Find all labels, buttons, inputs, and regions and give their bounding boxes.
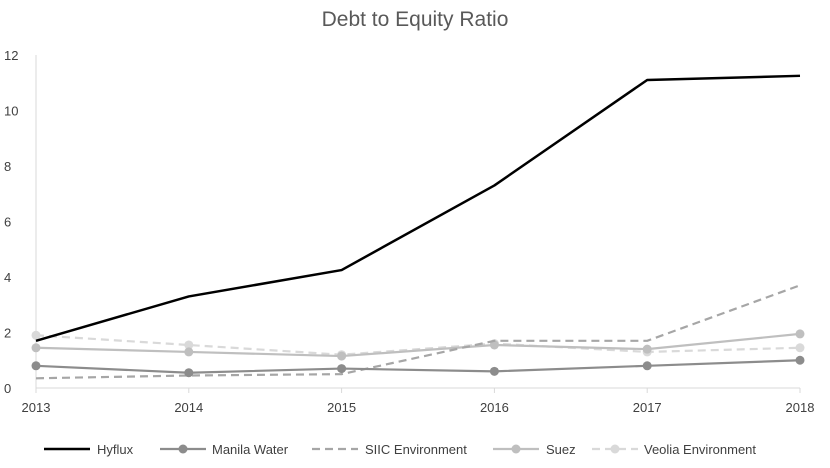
x-tick-label: 2017	[633, 400, 662, 415]
y-tick-label: 4	[4, 270, 11, 285]
legend-item: SIIC Environment	[312, 442, 467, 457]
series-manila-water	[31, 355, 805, 378]
y-tick-label: 2	[4, 326, 11, 341]
data-point	[642, 344, 652, 354]
legend-marker	[610, 444, 620, 454]
data-point	[31, 343, 41, 353]
legend-marker	[511, 444, 521, 454]
legend-label: Manila Water	[212, 442, 289, 457]
x-tick-label: 2013	[22, 400, 51, 415]
series-layer	[31, 74, 805, 380]
y-tick-label: 6	[4, 215, 11, 230]
data-point	[31, 361, 41, 371]
x-tick-label: 2018	[786, 400, 815, 415]
series-line	[35, 284, 801, 380]
series-line	[35, 359, 801, 374]
series-line	[35, 332, 801, 358]
legend-label: SIIC Environment	[365, 442, 467, 457]
series-suez	[31, 329, 805, 361]
data-point	[184, 347, 194, 357]
y-tick-label: 10	[4, 104, 18, 119]
legend-item: Veolia Environment	[592, 442, 756, 457]
legend-marker	[178, 444, 188, 454]
x-tick-label: 2016	[480, 400, 509, 415]
y-tick-label: 12	[4, 48, 18, 63]
legend: Hyflux Manila Water SIIC Environment Suez Ve…	[44, 442, 756, 457]
legend-item: Manila Water	[160, 442, 289, 457]
data-point	[184, 368, 194, 378]
legend-item: Suez	[493, 442, 576, 457]
series-hyflux	[35, 74, 801, 343]
legend-item: Hyflux	[44, 442, 134, 457]
data-point	[337, 351, 347, 361]
axes: 0 2 4 6 8 10 12 2013 2014 2015 2016 2017 2018	[4, 48, 814, 415]
legend-label: Hyflux	[97, 442, 134, 457]
x-tick-label: 2015	[327, 400, 356, 415]
y-tick-label: 0	[4, 381, 11, 396]
data-point	[489, 366, 499, 376]
data-point	[795, 343, 805, 353]
data-point	[642, 361, 652, 371]
series-line	[35, 74, 801, 343]
data-point	[31, 330, 41, 340]
chart-title: Debt to Equity Ratio	[322, 8, 509, 31]
legend-label: Suez	[546, 442, 576, 457]
data-point	[795, 329, 805, 339]
legend-label: Veolia Environment	[644, 442, 756, 457]
data-point	[184, 340, 194, 350]
series-siic-environment	[35, 284, 801, 380]
data-point	[337, 364, 347, 374]
x-tick-label: 2014	[174, 400, 203, 415]
y-tick-label: 8	[4, 159, 11, 174]
data-point	[795, 355, 805, 365]
series-line	[35, 334, 801, 356]
data-point	[489, 340, 499, 350]
